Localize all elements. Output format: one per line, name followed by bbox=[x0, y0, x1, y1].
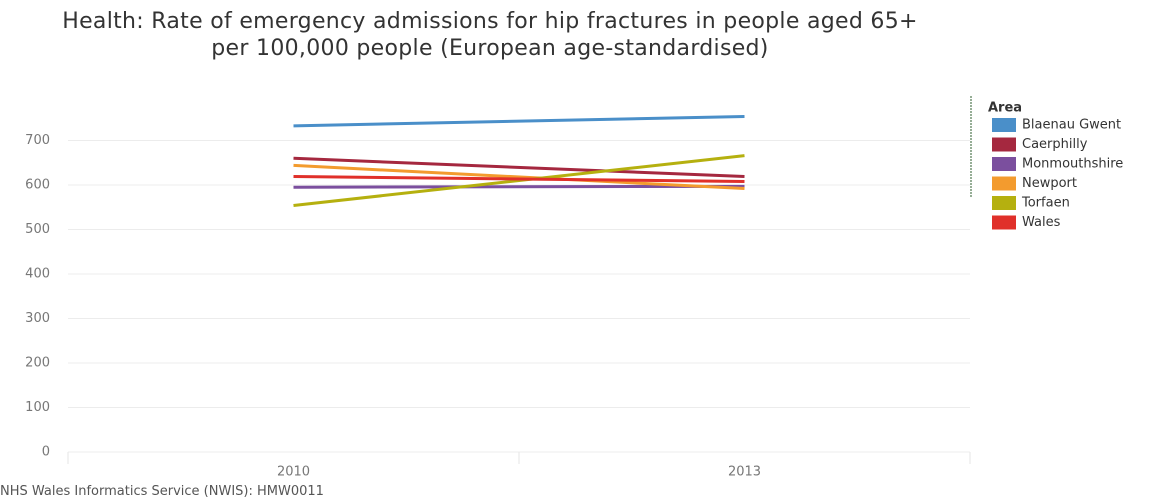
y-tick-label: 600 bbox=[25, 178, 50, 193]
line bbox=[293, 154, 745, 207]
line bbox=[293, 156, 745, 179]
legend-title: Area bbox=[988, 101, 1022, 116]
legend-label: Wales bbox=[1022, 215, 1061, 230]
y-tick-label: 400 bbox=[25, 267, 50, 282]
legend-label: Monmouthshire bbox=[1022, 157, 1123, 172]
legend-label: Blaenau Gwent bbox=[1022, 118, 1121, 133]
legend-swatch bbox=[992, 118, 1016, 132]
y-tick-label: 300 bbox=[25, 311, 50, 326]
legend-swatch bbox=[992, 137, 1016, 152]
y-tick-label: 200 bbox=[25, 356, 50, 371]
x-tick-label: 2010 bbox=[277, 465, 310, 480]
legend-label: Torfaen bbox=[1021, 196, 1070, 211]
y-tick-label: 100 bbox=[25, 400, 50, 415]
legend-swatch bbox=[992, 157, 1016, 171]
legend-swatch bbox=[992, 215, 1016, 230]
y-tick-label: 500 bbox=[25, 222, 50, 237]
legend-label: Newport bbox=[1022, 176, 1077, 191]
line bbox=[293, 175, 745, 183]
chart-title: Health: Rate of emergency admissions for… bbox=[62, 9, 918, 61]
y-tick-label: 0 bbox=[42, 445, 50, 460]
source: NHS Wales Informatics Service (NWIS): HM… bbox=[0, 484, 324, 499]
x-tick-label: 2013 bbox=[728, 465, 761, 480]
line bbox=[293, 184, 745, 189]
legend-label: Caerphilly bbox=[1022, 137, 1088, 152]
y-tick-label: 700 bbox=[25, 133, 50, 148]
line bbox=[293, 163, 745, 191]
line bbox=[293, 114, 745, 128]
legend-swatch bbox=[992, 176, 1016, 191]
legend-swatch bbox=[992, 196, 1016, 210]
